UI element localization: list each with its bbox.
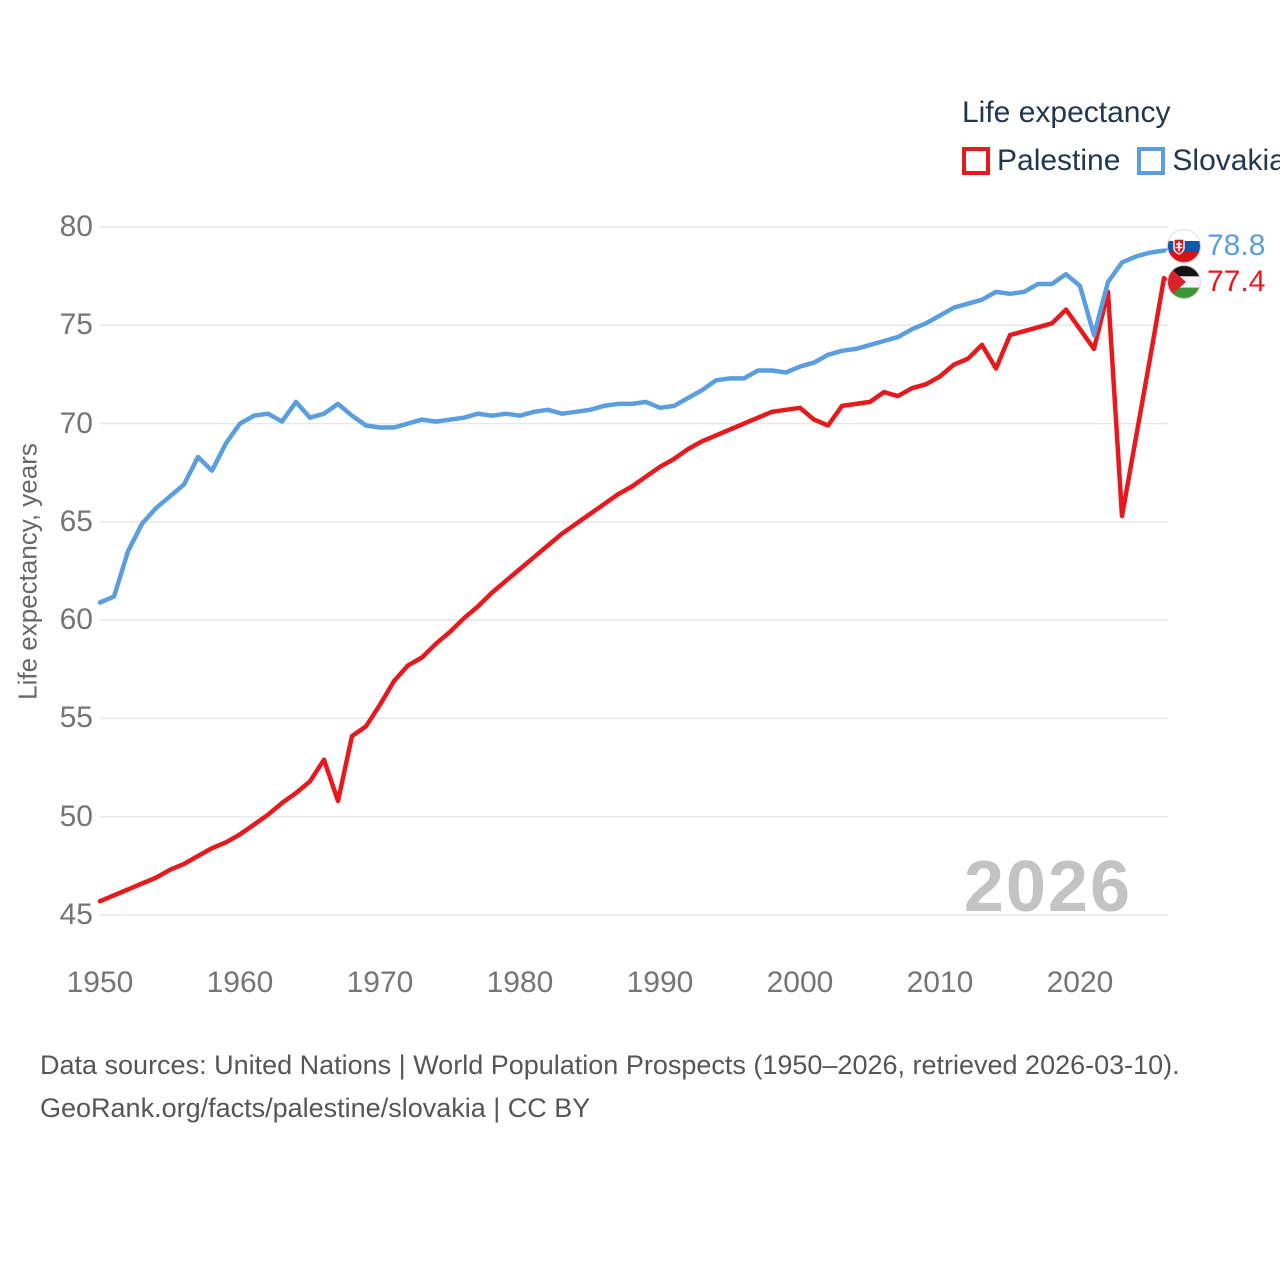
legend-label-palestine: Palestine <box>997 144 1121 177</box>
line-chart <box>97 226 1174 916</box>
slovakia-line <box>97 248 1167 605</box>
x-tick-label: 1950 <box>66 966 134 999</box>
palestine-swatch-icon <box>962 147 990 175</box>
series-lines <box>97 248 1167 904</box>
slovakia-end-label: 78.8 <box>1167 229 1266 264</box>
legend-title: Life expectancy <box>962 96 1171 129</box>
slovakia-swatch-icon <box>1137 147 1166 175</box>
gridlines <box>100 226 1168 916</box>
y-tick-label: 80 <box>59 210 93 243</box>
y-tick-label: 65 <box>59 504 93 538</box>
palestine-flag-icon <box>1167 265 1201 300</box>
year-watermark: 2026 <box>963 847 1132 927</box>
x-tick-label: 2000 <box>766 966 834 999</box>
y-tick-label: 50 <box>59 799 93 833</box>
legend-item-slovakia: Slovakia <box>1137 144 1280 178</box>
palestine-end-value: 77.4 <box>1207 265 1266 299</box>
x-tick-label: 2020 <box>1046 966 1114 999</box>
slovakia-flag-icon <box>1167 229 1201 264</box>
legend-label-slovakia: Slovakia <box>1172 144 1280 177</box>
y-tick-label: 75 <box>59 308 93 342</box>
y-axis-title: Life expectancy, years <box>12 443 43 700</box>
y-tick-label: 45 <box>59 898 93 931</box>
x-tick-label: 1980 <box>486 966 554 999</box>
chart-legend: Life expectancy Palestine Slovakia <box>962 96 1280 178</box>
x-tick-label: 1990 <box>626 966 694 999</box>
legend-item-palestine: Palestine <box>962 144 1120 178</box>
slovakia-end-value: 78.8 <box>1207 229 1266 263</box>
source-footer-line2: GeoRank.org/facts/palestine/slovakia | C… <box>40 1093 591 1123</box>
legend-items: Palestine Slovakia <box>962 144 1280 178</box>
x-tick-label: 1960 <box>206 966 274 999</box>
x-tick-label: 1970 <box>346 966 414 999</box>
palestine-line <box>97 275 1167 904</box>
palestine-end-label: 77.4 <box>1167 265 1266 300</box>
source-footer-line1: Data sources: United Nations | World Pop… <box>40 1050 1180 1080</box>
y-tick-label: 60 <box>59 603 93 637</box>
y-tick-label: 55 <box>59 701 93 735</box>
x-tick-label: 2010 <box>906 966 974 999</box>
source-footer: Data sources: United Nations | World Pop… <box>40 1044 1240 1130</box>
y-tick-label: 70 <box>59 406 93 440</box>
